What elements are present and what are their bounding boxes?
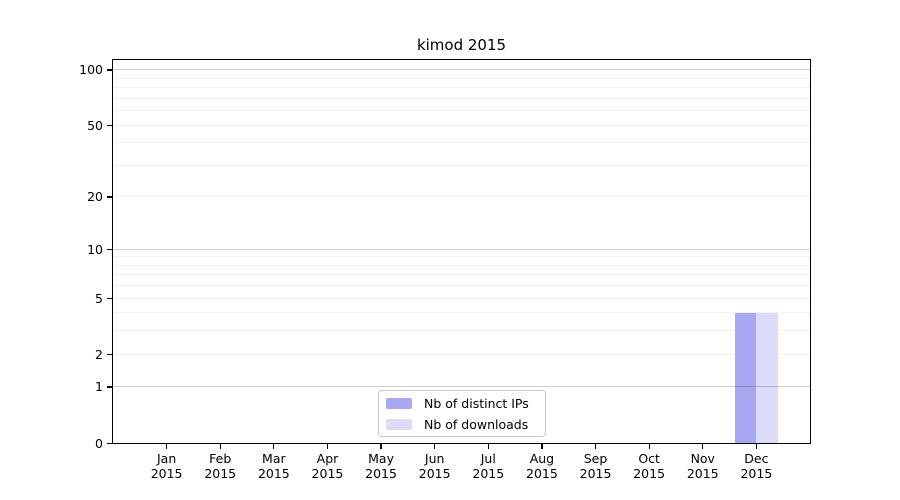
x-tick-label-year: 2015 [365, 466, 397, 481]
axes-layer: 0 1 2 5 10 20 50 100 Jan 2015 Feb 2015 Mar 2015 Apr 201… [79, 60, 810, 481]
x-tick-label-year: 2015 [204, 466, 237, 481]
x-axis-tick [273, 444, 275, 449]
legend-swatch-downloads [386, 418, 412, 430]
x-tick-label-year: 2015 [472, 466, 505, 481]
x-tick-label-month: Jul [480, 451, 496, 466]
x-tick-label: Feb 2015 [188, 451, 252, 481]
x-axis-tick [594, 444, 597, 449]
plot-area [113, 60, 810, 443]
x-tick-label-year: 2015 [526, 466, 558, 481]
y-tick-label: 2 [95, 346, 103, 362]
x-tick-label-month: Sep [583, 451, 608, 466]
y-tick-label: 1 [95, 379, 103, 395]
gridline-minor [113, 256, 810, 258]
x-tick-label: Dec 2015 [724, 451, 788, 481]
x-tick-label: May 2015 [349, 451, 413, 481]
x-tick-label: Aug 2015 [510, 451, 574, 481]
y-tick-label: 0 [95, 435, 103, 451]
x-tick-label-month: Feb [209, 451, 232, 466]
gridline-minor [113, 164, 810, 166]
gridline-minor [113, 264, 810, 266]
y-axis-tick [107, 353, 112, 355]
legend-entry-downloads: Nb of downloads [379, 415, 545, 434]
y-tick-label: 5 [95, 290, 103, 306]
x-tick-label-year: 2015 [579, 466, 612, 481]
x-tick-label: Oct 2015 [617, 451, 681, 481]
x-axis-tick [702, 444, 704, 449]
bar-distinct-ips [734, 312, 757, 443]
x-tick-label-year: 2015 [740, 466, 773, 481]
y-tick-label: 10 [87, 241, 103, 257]
x-tick-label-month: Oct [638, 451, 660, 466]
y-axis-tick [107, 124, 112, 126]
y-axis-tick [107, 297, 112, 299]
gridline-major [113, 386, 810, 388]
x-tick-label-year: 2015 [257, 466, 290, 481]
gridline-minor [113, 124, 810, 126]
x-tick-label-month: Nov [690, 451, 715, 466]
x-axis-tick [326, 444, 329, 449]
x-tick-label-year: 2015 [150, 466, 183, 481]
x-tick-label-month: Aug [529, 451, 555, 466]
legend-entry-distinct-ips: Nb of distinct IPs [379, 394, 545, 413]
legend-label-distinct-ips: Nb of distinct IPs [424, 395, 529, 411]
gridline-minor [113, 97, 810, 99]
x-axis-tick [219, 444, 221, 449]
x-axis-tick [541, 444, 543, 449]
y-axis-tick [107, 196, 112, 198]
x-tick-label-month: Dec [744, 451, 769, 466]
x-tick-label-month: Jun [424, 451, 445, 466]
x-tick-label: Jul 2015 [456, 451, 520, 481]
gridline-minor [113, 312, 810, 314]
y-axis-tick [107, 386, 112, 388]
y-tick-label: 100 [79, 62, 103, 78]
x-tick-label: Jun 2015 [403, 451, 467, 481]
gridline-minor [113, 196, 810, 198]
x-tick-label-month: Jan [156, 451, 177, 466]
x-tick-label-month: May [368, 451, 394, 466]
x-tick-label-month: Mar [262, 451, 286, 466]
gridline-major [113, 69, 810, 71]
gridline-minor [113, 297, 810, 299]
x-tick-label-year: 2015 [418, 466, 451, 481]
gridline-minor [113, 77, 810, 79]
x-tick-label: Apr 2015 [295, 451, 359, 481]
x-tick-label-year: 2015 [686, 466, 719, 481]
legend-swatch-distinct-ips [386, 397, 412, 409]
gridline-minor [113, 330, 810, 332]
bar-downloads [756, 312, 778, 443]
x-tick-label: Jan 2015 [135, 451, 199, 481]
gridline-minor [113, 110, 810, 112]
x-tick-label-year: 2015 [311, 466, 344, 481]
legend-label-downloads: Nb of downloads [424, 416, 529, 432]
x-tick-label: Mar 2015 [242, 451, 306, 481]
x-axis-tick [434, 444, 436, 449]
gridline-major [113, 248, 810, 250]
x-axis-tick [648, 444, 650, 449]
chart-title: kimod 2015 [416, 36, 507, 54]
x-tick-label: Nov 2015 [671, 451, 735, 481]
x-axis-tick [755, 444, 757, 449]
x-tick-label-year: 2015 [633, 466, 666, 481]
x-axis-tick [380, 444, 382, 449]
y-tick-label: 20 [87, 189, 103, 205]
y-axis-tick [107, 69, 112, 71]
y-axis-tick [107, 442, 112, 444]
x-axis-tick [166, 444, 168, 449]
x-axis-tick [487, 444, 489, 449]
gridline-minor [113, 274, 810, 276]
legend: Nb of distinct IPs Nb of downloads [378, 390, 546, 437]
y-axis-tick [107, 248, 112, 250]
gridline-minor [113, 142, 810, 144]
gridline-minor [113, 353, 810, 355]
gridline-minor [113, 285, 810, 287]
y-tick-label: 50 [87, 117, 103, 133]
x-tick-label-month: Apr [316, 451, 339, 466]
gridline-minor [113, 87, 810, 89]
x-tick-label: Sep 2015 [564, 451, 628, 481]
